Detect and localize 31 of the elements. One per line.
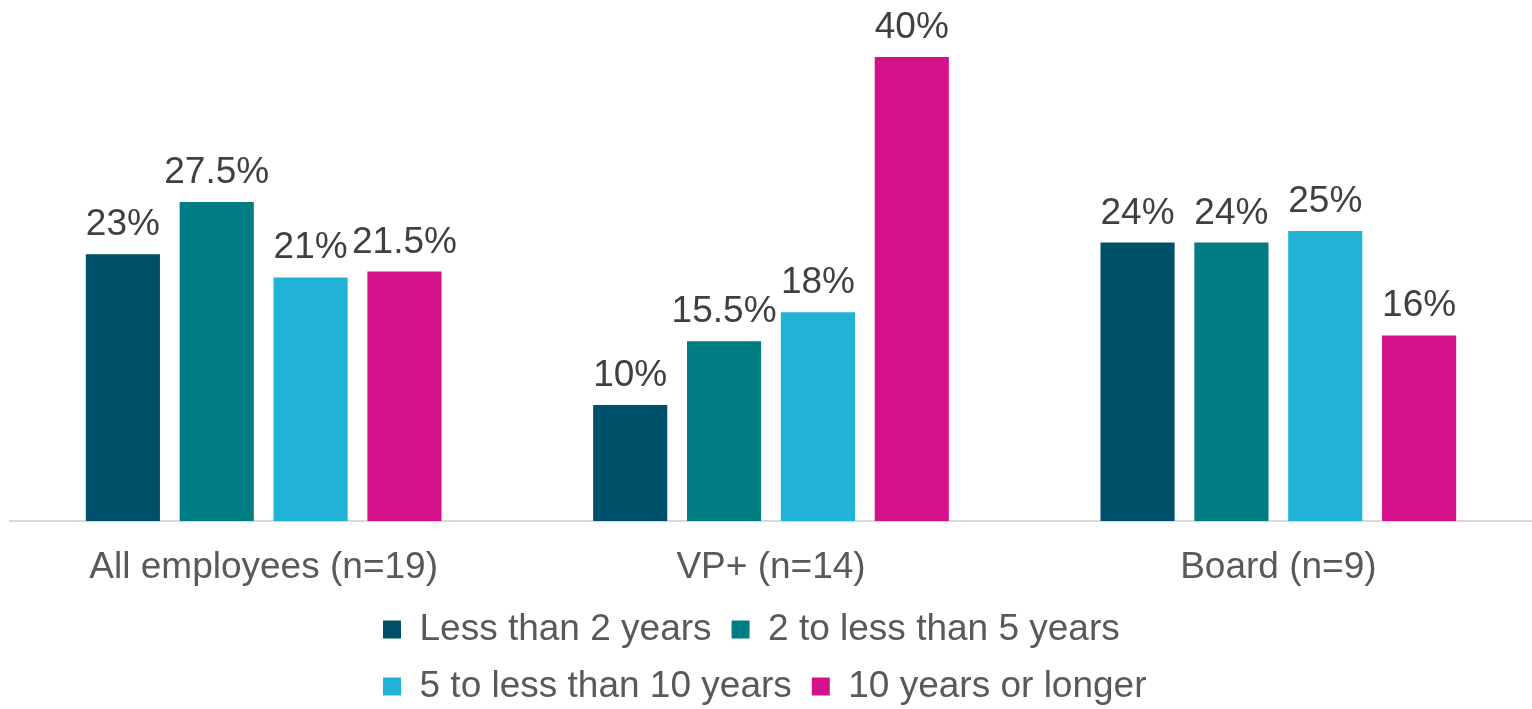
data-label: 15.5% <box>671 289 777 331</box>
legend-label: Less than 2 years <box>419 606 712 648</box>
bar <box>85 254 160 521</box>
bar <box>1194 242 1269 521</box>
x-tick-label: Board (n=9) <box>1180 545 1377 587</box>
bar <box>780 312 855 521</box>
bar <box>273 277 348 521</box>
data-label: 24% <box>1194 190 1269 232</box>
bar <box>687 341 762 521</box>
bar <box>1100 242 1175 521</box>
data-label: 16% <box>1382 283 1457 325</box>
legend-label: 5 to less than 10 years <box>419 663 792 705</box>
data-label: 21.5% <box>351 219 457 261</box>
data-label: 24% <box>1100 190 1175 232</box>
data-label: 21% <box>273 225 348 267</box>
data-label: 23% <box>85 202 160 244</box>
bar <box>367 271 442 521</box>
data-label: 40% <box>874 5 949 46</box>
data-label: 10% <box>593 353 668 394</box>
bar <box>874 57 949 521</box>
x-tick-label: All employees (n=19) <box>89 545 438 587</box>
bar <box>1382 335 1457 521</box>
bar <box>593 405 668 521</box>
bar <box>179 202 254 521</box>
data-label: 27.5% <box>164 150 270 191</box>
data-label: 25% <box>1288 179 1363 220</box>
legend-label: 2 to less than 5 years <box>768 606 1120 648</box>
bar <box>1288 231 1363 521</box>
x-tick-label: VP+ (n=14) <box>676 545 866 587</box>
data-label: 18% <box>780 260 855 302</box>
legend-label: 10 years or longer <box>848 663 1147 705</box>
